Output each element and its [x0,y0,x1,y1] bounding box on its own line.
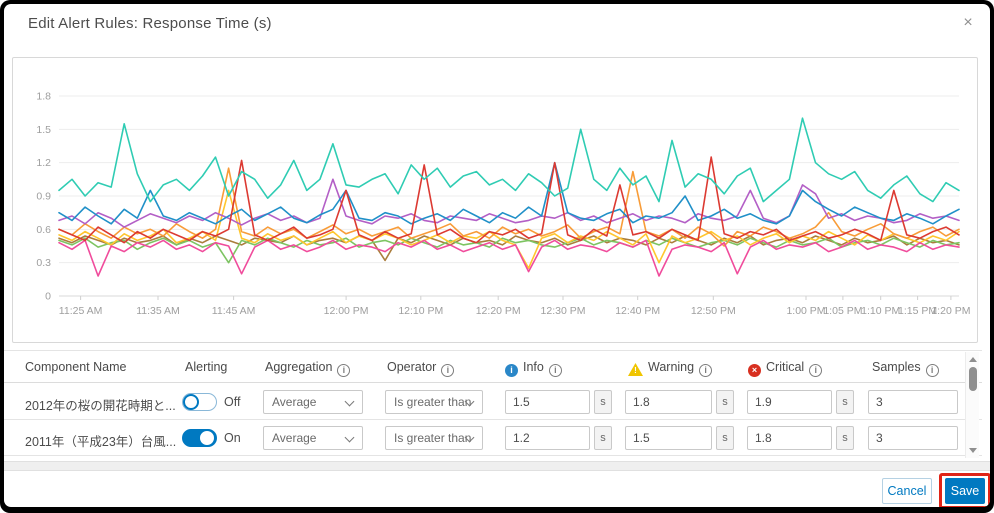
svg-text:12:30 PM: 12:30 PM [541,305,586,317]
col-critical: × Critical i [748,360,823,377]
svg-text:12:00 PM: 12:00 PM [324,305,369,317]
col-warning: ! Warning i [628,360,713,377]
critical-level-icon: × [748,364,761,377]
series-blue [58,161,960,225]
col-samples: Samples i [872,360,939,377]
operator-select[interactable]: Is greater than [385,426,483,450]
svg-text:1.5: 1.5 [36,124,51,136]
critical-threshold-input[interactable] [747,426,832,450]
svg-text:11:45 AM: 11:45 AM [212,305,256,317]
info-threshold-input[interactable] [505,426,590,450]
scroll-down-icon[interactable] [969,448,977,453]
svg-text:12:10 PM: 12:10 PM [398,305,443,317]
warning-tooltip-icon[interactable]: i [699,364,713,377]
aggregation-info-icon[interactable]: i [337,364,351,377]
horizontal-scroll-track [4,461,990,471]
toggle-knob [183,394,199,410]
alerting-toggle[interactable] [182,429,217,447]
info-level-icon: i [505,364,518,377]
component-name: 2011年（平成23年）台風... [25,435,177,449]
svg-text:0.3: 0.3 [36,257,51,269]
series-pink [58,239,960,277]
series-purple [58,178,960,228]
close-icon[interactable]: × [957,12,979,34]
warning-threshold-input[interactable] [625,426,712,450]
svg-text:11:35 AM: 11:35 AM [136,305,180,317]
svg-text:1:05 PM: 1:05 PM [823,305,862,317]
critical-units-suffix: s [836,426,854,450]
chevron-down-icon [344,396,355,407]
svg-text:1:20 PM: 1:20 PM [931,305,970,317]
svg-text:1.2: 1.2 [36,157,51,169]
svg-text:1:15 PM: 1:15 PM [898,305,937,317]
info-tooltip-icon[interactable]: i [548,364,562,377]
operator-select[interactable]: Is greater than [385,390,483,414]
warning-units-suffix: s [716,426,734,450]
col-operator: Operator i [387,360,455,377]
col-component-name: Component Name [25,360,127,374]
critical-threshold-input[interactable] [747,390,832,414]
scrollbar-thumb[interactable] [969,367,977,391]
svg-text:0.6: 0.6 [36,224,51,236]
table-header-row: Component Name Alerting Aggregation i Ope… [4,350,982,383]
warning-threshold-input[interactable] [625,390,712,414]
warning-level-icon: ! [628,363,643,376]
col-info: i Info i [505,360,562,377]
series-teal [58,117,960,203]
toggle-knob [199,430,215,446]
aggregation-select[interactable]: Average [263,390,363,414]
svg-text:0: 0 [45,291,51,303]
series-green [58,237,960,264]
table-row: 2011年（平成23年）台風... On Average Is greater … [4,420,982,456]
samples-input[interactable] [868,426,958,450]
info-threshold-input[interactable] [505,390,590,414]
response-time-chart: 0 0.3 0.6 0.9 1.2 1.5 1.8 11:25 AM 11:35 AM 11:45… [36,91,970,318]
table-row: 2012年の桜の開花時期と... Off Average Is greater … [4,384,982,420]
save-button[interactable]: Save [945,478,985,504]
alerting-state-label: Off [224,395,241,409]
operator-info-icon[interactable]: i [441,364,455,377]
alerting-state-label: On [224,431,241,445]
svg-text:0.9: 0.9 [36,191,51,203]
critical-tooltip-icon[interactable]: i [809,364,823,377]
table-scrollbar[interactable] [965,352,979,458]
critical-units-suffix: s [836,390,854,414]
svg-text:1.8: 1.8 [36,91,51,103]
svg-text:12:20 PM: 12:20 PM [476,305,521,317]
aggregation-select[interactable]: Average [263,426,363,450]
col-alerting: Alerting [185,360,228,374]
scroll-up-icon[interactable] [969,357,977,362]
samples-input[interactable] [868,390,958,414]
col-aggregation: Aggregation i [265,360,351,377]
component-name: 2012年の桜の開花時期と... [25,399,176,413]
info-units-suffix: s [594,390,612,414]
svg-text:1:10 PM: 1:10 PM [861,305,900,317]
chevron-down-icon [344,432,355,443]
warning-units-suffix: s [716,390,734,414]
info-units-suffix: s [594,426,612,450]
series-red [58,156,960,244]
svg-text:1:00 PM: 1:00 PM [786,305,825,317]
response-time-chart-panel: 0 0.3 0.6 0.9 1.2 1.5 1.8 11:25 AM 11:35 AM 11:45… [12,57,978,343]
svg-text:12:40 PM: 12:40 PM [615,305,660,317]
samples-info-icon[interactable]: i [925,364,939,377]
svg-text:12:50 PM: 12:50 PM [691,305,736,317]
svg-text:11:25 AM: 11:25 AM [59,305,103,317]
alerting-toggle[interactable] [182,393,217,411]
series-yellow [58,189,960,269]
dialog-title: Edit Alert Rules: Response Time (s) [28,15,272,32]
cancel-button[interactable]: Cancel [882,478,932,504]
